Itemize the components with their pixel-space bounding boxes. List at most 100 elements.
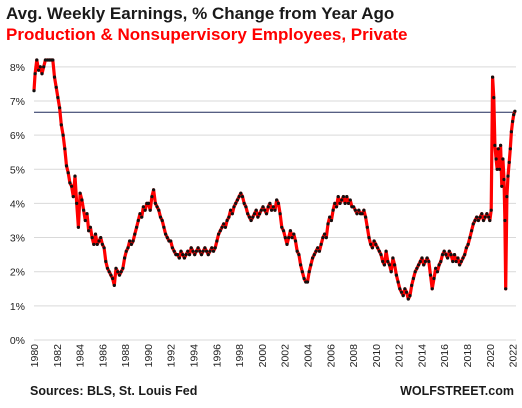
data-point [68, 181, 72, 185]
data-point [266, 205, 270, 209]
data-point [247, 215, 251, 219]
chart-subtitle: Production & Nonsupervisory Employees, P… [6, 25, 408, 44]
data-point [215, 239, 219, 243]
data-point [114, 266, 118, 270]
data-point [471, 222, 475, 226]
data-point [227, 215, 231, 219]
data-point [172, 249, 176, 253]
data-point [338, 201, 342, 205]
data-point [208, 249, 212, 253]
y-tick-label: 3% [10, 233, 25, 245]
x-tick-label: 2018 [462, 344, 474, 368]
data-point [475, 215, 479, 219]
data-point [109, 273, 113, 277]
data-point [309, 263, 313, 267]
data-point [90, 236, 94, 240]
data-point [73, 174, 77, 178]
data-point [497, 167, 502, 171]
data-point [324, 236, 328, 240]
data-point [225, 218, 229, 223]
data-point [121, 266, 125, 270]
data-point [476, 218, 480, 223]
x-tick-label: 2002 [280, 344, 292, 368]
data-point [365, 225, 369, 229]
data-point [100, 242, 104, 246]
y-tick-label: 2% [10, 267, 25, 279]
data-point [413, 270, 417, 274]
data-point [446, 256, 450, 260]
data-point [377, 249, 381, 253]
data-point [206, 253, 210, 257]
x-tick-label: 2016 [439, 344, 451, 368]
data-point [425, 256, 429, 260]
data-point [473, 218, 477, 223]
data-point [82, 208, 86, 212]
data-point [256, 215, 260, 219]
data-point [423, 259, 427, 264]
data-point [360, 212, 364, 216]
data-point [33, 72, 37, 76]
x-tick-label: 1992 [166, 344, 178, 368]
data-point [244, 205, 248, 209]
data-point [293, 239, 298, 243]
data-point [164, 232, 168, 236]
y-tick-label: 0% [10, 335, 25, 347]
data-point [242, 201, 246, 205]
data-point [399, 290, 404, 294]
y-tick-label: 7% [10, 96, 25, 108]
data-point [138, 212, 142, 216]
data-point [281, 229, 286, 233]
x-tick-label: 2004 [302, 344, 314, 368]
data-point [123, 256, 127, 260]
data-point [268, 201, 272, 205]
data-point [410, 283, 414, 287]
x-tick-label: 1988 [120, 344, 132, 368]
data-point [287, 236, 291, 240]
data-point [191, 249, 195, 253]
data-point [447, 249, 451, 253]
data-point [513, 109, 517, 113]
data-point [456, 256, 460, 260]
data-point [133, 232, 137, 236]
data-point [258, 212, 262, 216]
data-point [259, 208, 263, 212]
data-point [43, 58, 48, 62]
data-point [176, 253, 180, 257]
data-point [393, 263, 397, 267]
data-point [401, 294, 405, 298]
data-point [153, 201, 157, 205]
data-point [196, 246, 200, 250]
data-point [459, 259, 463, 264]
data-point [329, 218, 333, 223]
data-point [140, 215, 144, 219]
x-tick-label: 2012 [394, 344, 406, 368]
data-point [435, 270, 439, 274]
data-point [452, 253, 457, 257]
data-point [124, 249, 128, 253]
data-point [440, 253, 445, 257]
data-point [458, 263, 462, 267]
data-point [507, 160, 511, 164]
data-point [141, 205, 145, 209]
data-point [198, 249, 202, 253]
data-point [102, 246, 106, 250]
data-point [427, 259, 431, 264]
data-point [59, 123, 63, 127]
x-axis: 1980 1982 1984 1986 1988 1990 1992 1994 1996 1998… [29, 344, 520, 368]
data-point [370, 246, 374, 250]
data-point [417, 263, 421, 267]
data-point [280, 225, 284, 229]
data-point [357, 208, 361, 212]
data-point [420, 256, 424, 260]
data-point [32, 89, 36, 93]
data-point [150, 195, 154, 199]
data-point [143, 208, 147, 212]
x-tick-label: 1980 [29, 344, 41, 368]
data-point [508, 147, 512, 151]
data-point [271, 205, 275, 209]
data-point [246, 212, 250, 216]
data-point [341, 195, 345, 199]
data-point [276, 201, 280, 205]
data-point [470, 229, 474, 233]
data-point [263, 208, 267, 212]
